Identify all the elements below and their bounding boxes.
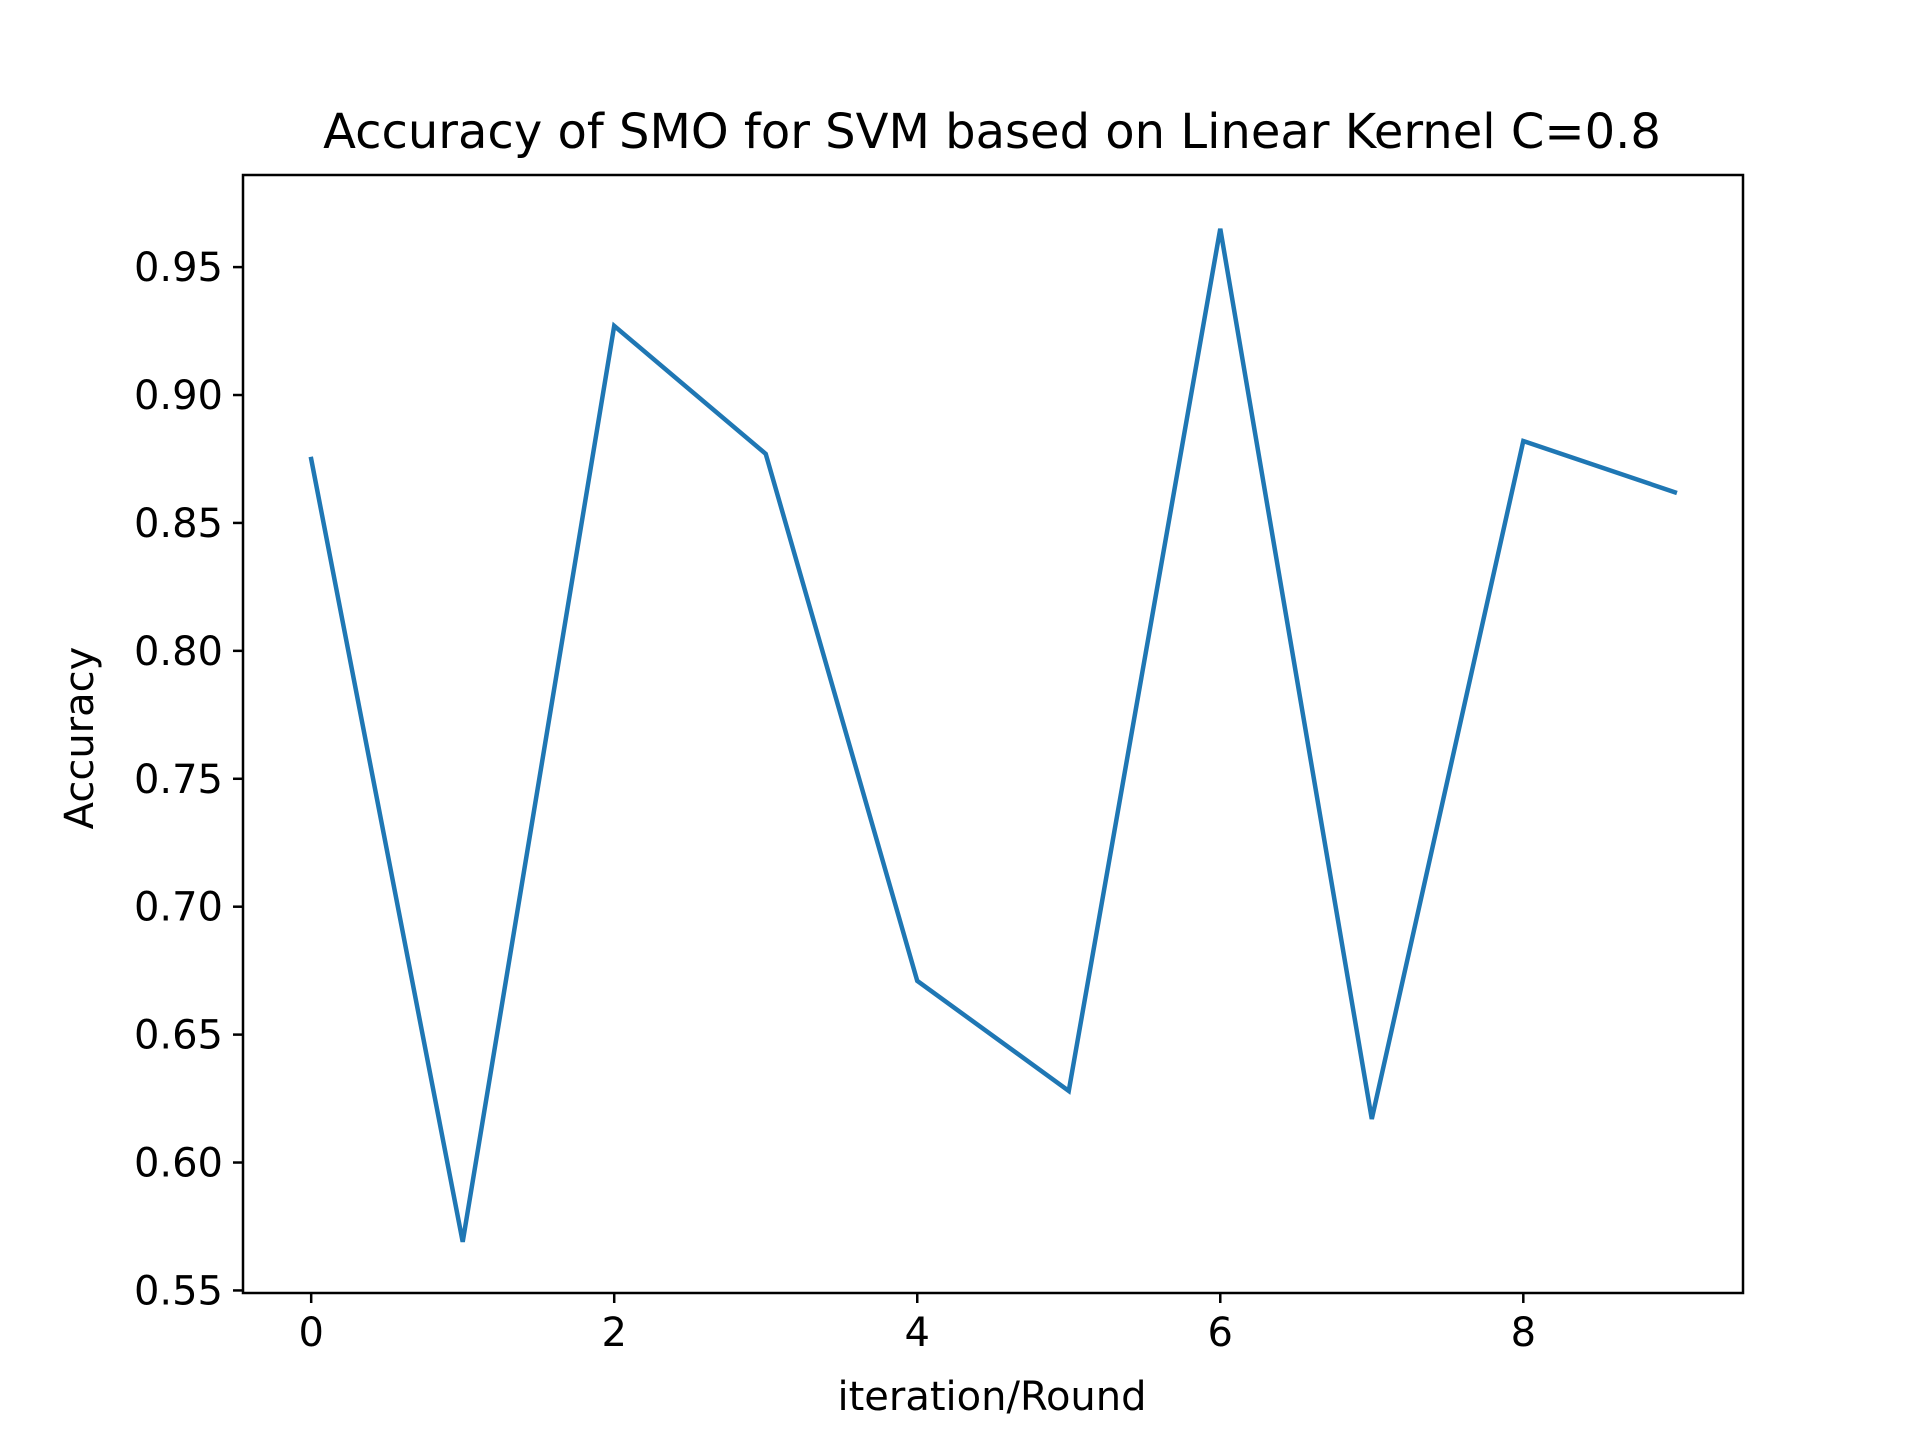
- x-tick-label: 6: [1208, 1310, 1233, 1356]
- series-group: [308, 228, 1678, 1243]
- y-axis-ticks: 0.55 0.60 0.65 0.70 0.75 0.80 0.85 0.90 0.95: [134, 245, 243, 1314]
- y-axis-label: Accuracy: [57, 647, 103, 830]
- x-axis-ticks: 0 2 4 6 8: [298, 1293, 1536, 1356]
- y-tick-label: 0.80: [134, 629, 223, 675]
- y-tick-label: 0.95: [134, 245, 223, 291]
- chart-title: Accuracy of SMO for SVM based on Linear …: [323, 104, 1661, 160]
- x-tick-label: 8: [1511, 1310, 1536, 1356]
- y-tick-label: 0.90: [134, 373, 223, 419]
- x-tick-label: 4: [905, 1310, 930, 1356]
- y-tick-label: 0.75: [134, 757, 223, 803]
- x-tick-label: 2: [601, 1310, 626, 1356]
- x-tick-label: 0: [298, 1310, 323, 1356]
- axes-frame: [241, 173, 1745, 1295]
- y-tick-label: 0.65: [134, 1013, 223, 1059]
- y-tick-label: 0.70: [134, 885, 223, 931]
- x-axis-label: iteration/Round: [837, 1374, 1146, 1420]
- accuracy-line: [308, 228, 1678, 1243]
- y-tick-label: 0.60: [134, 1141, 223, 1187]
- y-tick-label: 0.85: [134, 501, 223, 547]
- y-tick-label: 0.55: [134, 1268, 223, 1314]
